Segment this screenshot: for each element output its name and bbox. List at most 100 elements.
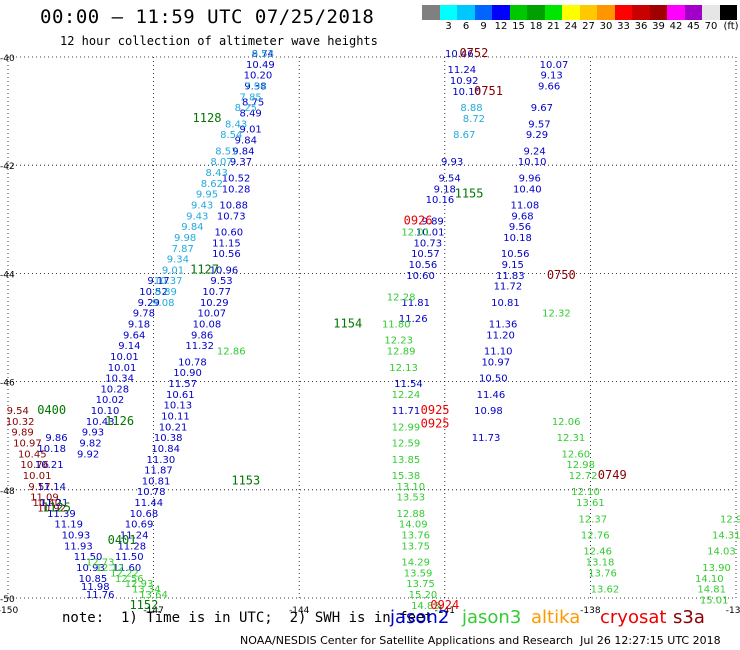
wave-height-value: 14.03 — [707, 547, 736, 558]
wave-height-value: 11.44 — [134, 498, 163, 509]
wave-height-value: 13.62 — [591, 585, 620, 596]
wave-height-value: 10.52 — [139, 287, 168, 298]
colorbar-bin — [667, 5, 685, 20]
wave-height-value: 12.99 — [392, 422, 421, 433]
wave-height-value: 9.66 — [538, 81, 560, 92]
wave-height-value: 10.85 — [79, 574, 108, 585]
wave-height-value: 10.84 — [151, 444, 180, 455]
colorbar-bin — [719, 5, 737, 20]
wave-height-value: 10.61 — [166, 390, 195, 401]
wave-height-value: 12.9 — [720, 514, 740, 525]
wave-height-value: 12.06 — [552, 417, 581, 428]
wave-height-value: 10.20 — [244, 71, 273, 82]
wave-height-value: 9.13 — [540, 71, 562, 82]
wave-height-value: 13.90 — [702, 563, 731, 574]
wave-height-value: 12.73 — [86, 558, 115, 569]
wave-height-value: 10.08 — [193, 320, 222, 331]
wave-height-value: 10.40 — [33, 498, 62, 509]
wave-height-value: 14.10 — [695, 574, 724, 585]
wave-height-value: 10.43 — [86, 417, 115, 428]
lon-tick-label: -135 — [726, 606, 740, 616]
legend-altika: altika — [531, 607, 581, 628]
wave-height-value: 7.87 — [172, 244, 194, 255]
pass-time-label: 1154 — [333, 317, 362, 331]
wave-height-value: 10.73 — [413, 238, 442, 249]
wave-height-value: 12.46 — [583, 547, 612, 558]
colorbar-bin — [649, 5, 667, 20]
wave-height-value: 10.10 — [452, 87, 481, 98]
wave-height-value: 10.96 — [210, 265, 239, 276]
wave-height-value: 7.85 — [240, 92, 262, 103]
wave-height-value: 11.10 — [484, 347, 513, 358]
wave-height-value: 12.01 — [401, 228, 430, 239]
wave-height-value: 10.37 — [154, 276, 183, 287]
wave-height-value: 11.57 — [168, 379, 197, 390]
wave-height-value: 12.56 — [115, 574, 144, 585]
wave-height-value: 8.89 — [155, 287, 177, 298]
pass-time-label: 1126 — [105, 414, 134, 428]
wave-height-value: 10.88 — [219, 200, 248, 211]
wave-height-value: 11.30 — [147, 455, 176, 466]
wave-height-value: 12.22 — [110, 568, 139, 579]
wave-height-value: 8.07 — [210, 157, 232, 168]
wave-height-value: 10.01 — [416, 228, 445, 239]
wave-height-value: 12.12 — [96, 563, 125, 574]
wave-height-value: 11.73 — [472, 433, 501, 444]
wave-height-value: 9.57 — [528, 119, 550, 130]
lon-tick-label: -144 — [289, 606, 310, 616]
wave-height-value: 10.76 — [20, 460, 49, 471]
colorbar-bin — [509, 5, 527, 20]
wave-height-value: 10.07 — [540, 60, 569, 71]
wave-height-value: 9.67 — [531, 103, 553, 114]
wave-height-value: 10.49 — [246, 60, 275, 71]
wave-height-value: 9.29 — [526, 130, 548, 141]
wave-height-value: 10.18 — [37, 444, 66, 455]
wave-height-value: 10.21 — [159, 422, 188, 433]
colorbar-bin — [439, 5, 457, 20]
wave-height-value: 13.76 — [401, 530, 430, 541]
wave-height-value: 8.49 — [240, 109, 262, 120]
wave-height-value: 14.83 — [411, 601, 440, 612]
colorbar-bin — [492, 5, 510, 20]
wave-height-value: 12.10 — [571, 487, 600, 498]
wave-height-value: 11.15 — [212, 238, 241, 249]
wave-height-value: 10.11 — [161, 411, 190, 422]
wave-height-value: 11.28 — [117, 541, 146, 552]
wave-height-value: 15.01 — [700, 595, 729, 606]
legend-s3a: s3a — [673, 607, 705, 628]
pass-time-label: 0752 — [459, 46, 488, 60]
wave-height-value: 9.08 — [152, 298, 174, 309]
wave-height-value: 13.75 — [406, 579, 435, 590]
wave-height-value: 11.08 — [511, 200, 540, 211]
wave-height-value: 14.31 — [712, 530, 740, 541]
wave-height-value: 12.88 — [397, 509, 426, 520]
lat-tick-label: -50 — [0, 595, 15, 605]
wave-height-value: 9.93 — [82, 428, 104, 439]
wave-height-value: 12.28 — [387, 292, 416, 303]
wave-height-value: 9.93 — [441, 157, 463, 168]
wave-height-value: 13.10 — [397, 482, 426, 493]
colorbar-bin — [702, 5, 720, 20]
wave-height-value: 10.81 — [142, 476, 171, 487]
wave-height-value: 12.31 — [557, 433, 586, 444]
wave-height-value: 15.20 — [409, 590, 438, 601]
wave-height-value: 11.93 — [64, 541, 93, 552]
wave-height-value: 10.40 — [513, 184, 542, 195]
wave-height-value: 9.17 — [147, 276, 169, 287]
wave-height-value: 13.53 — [397, 493, 426, 504]
wave-height-value: 10.52 — [222, 173, 251, 184]
wave-height-value: 9.68 — [511, 211, 533, 222]
wave-height-value: 12.60 — [562, 449, 591, 460]
wave-height-value: 9.84 — [232, 146, 254, 157]
wave-height-value: 10.50 — [479, 374, 508, 385]
colorbar-tick-label: 36 — [634, 21, 648, 32]
pass-time-label: 0750 — [547, 268, 576, 282]
wave-height-value: 10.02 — [96, 395, 125, 406]
colorbar-tick-label: 15 — [512, 21, 525, 32]
wave-height-value: 10.97 — [481, 357, 510, 368]
wave-height-value: 9.54 — [439, 173, 461, 184]
colorbar-tick-label: 9 — [480, 21, 487, 32]
wave-height-value: 9.89 — [11, 428, 33, 439]
wave-height-value: 12.24 — [392, 390, 421, 401]
